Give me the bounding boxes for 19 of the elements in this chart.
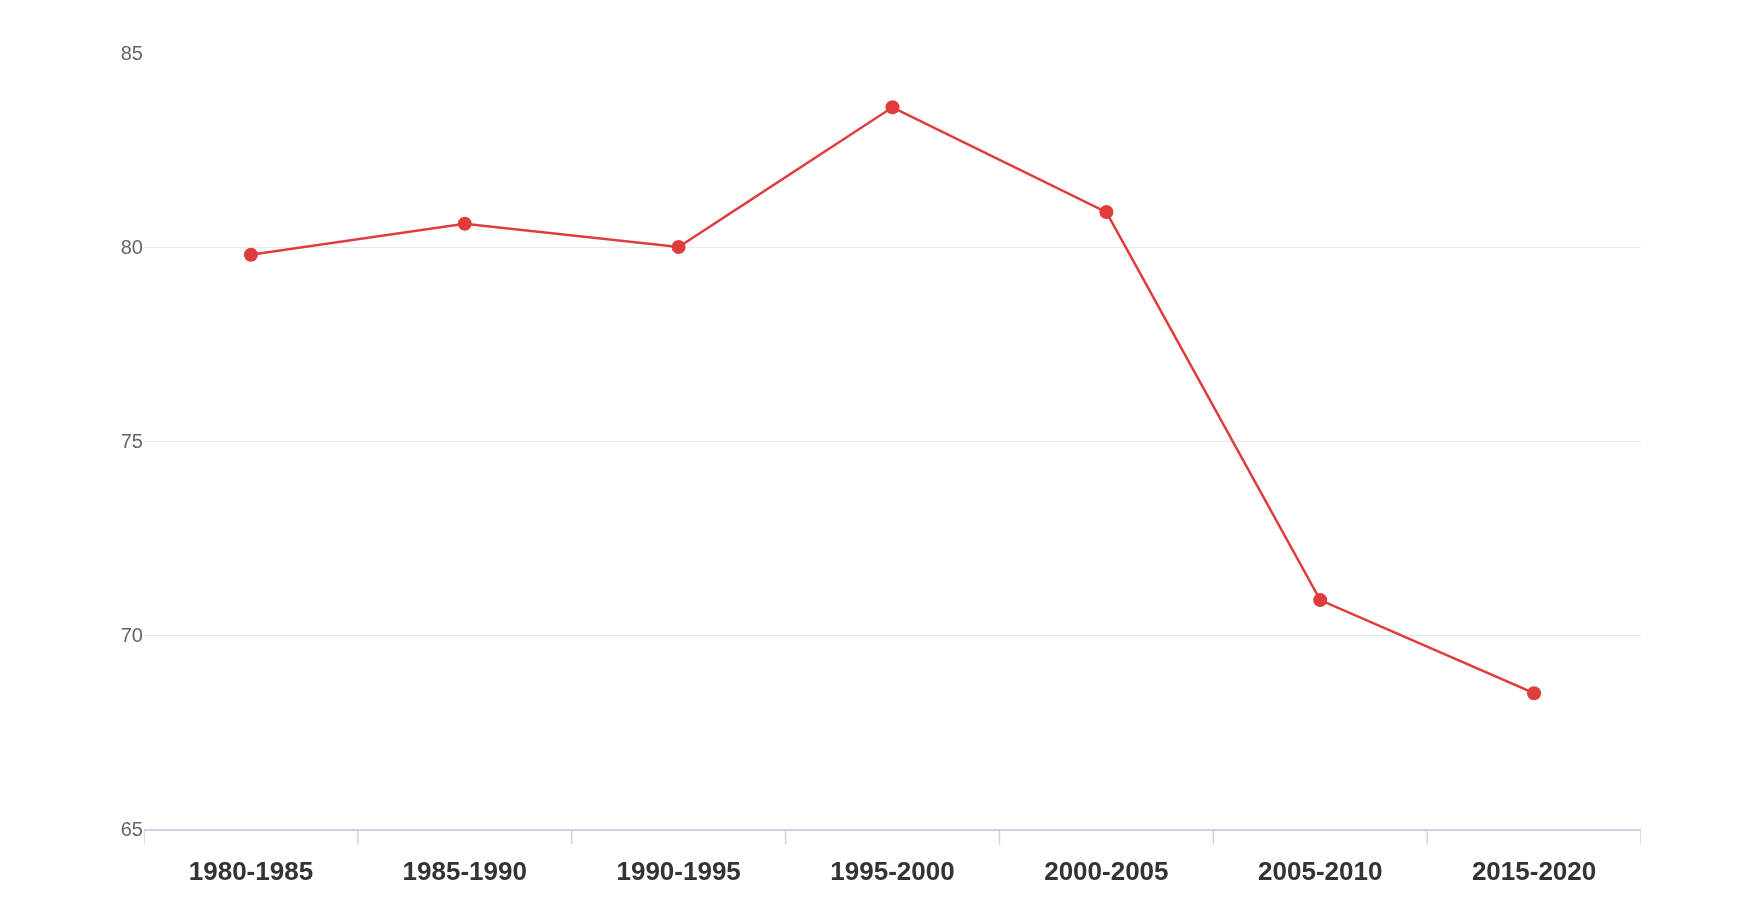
point xyxy=(885,100,900,115)
x-tick-label: 2015-2020 xyxy=(1471,856,1597,887)
point xyxy=(457,216,472,231)
x-tick-label: 1985-1990 xyxy=(402,856,527,887)
x-tick-label: 1990-1995 xyxy=(616,856,741,887)
y-tick-label: 65 xyxy=(120,818,143,840)
point xyxy=(1099,205,1114,220)
point xyxy=(243,247,258,262)
x-tick-label: 2000-2005 xyxy=(1044,856,1169,887)
y-tick-label: 70 xyxy=(120,624,143,646)
x-tick-label: 2005-2010 xyxy=(1258,856,1383,887)
x-tick-label: 1995-2000 xyxy=(830,856,955,887)
x-tick-label: 1980-1985 xyxy=(188,856,314,887)
point xyxy=(671,240,686,254)
y-tick-label: 85 xyxy=(120,42,143,64)
y-tick-label: 75 xyxy=(120,430,143,452)
y-tick-label: 80 xyxy=(120,236,143,258)
point xyxy=(1527,686,1542,701)
point xyxy=(1313,593,1328,608)
